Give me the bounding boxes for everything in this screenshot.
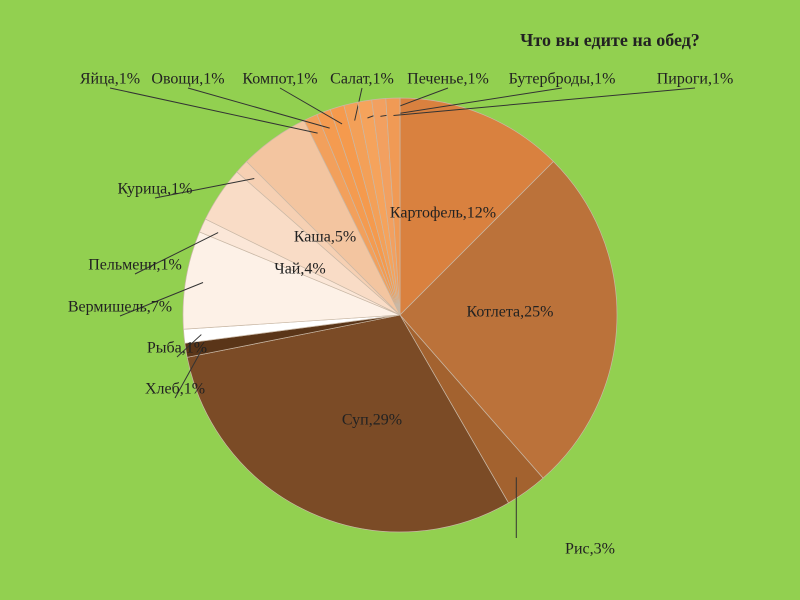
data-label: Вермишель,7%	[68, 299, 172, 316]
data-label: Салат,1%	[330, 71, 394, 88]
leader-line	[187, 87, 330, 129]
data-label: Пельмени,1%	[88, 257, 182, 274]
pie-slice	[399, 97, 554, 316]
chart-title: Что вы едите на обед?	[520, 30, 700, 50]
data-label: Пироги,1%	[657, 71, 734, 88]
pie-slice	[399, 161, 618, 479]
data-label: Курица,1%	[117, 181, 192, 198]
leader-line	[380, 87, 563, 117]
data-label: Чай,4%	[274, 261, 325, 278]
data-label: Яйца,1%	[80, 71, 140, 88]
leader-line	[109, 87, 318, 134]
leader-line	[119, 282, 204, 317]
data-label: Суп,29%	[342, 412, 402, 429]
data-label: Картофель,12%	[390, 205, 496, 222]
data-label: Бутерброды,1%	[509, 71, 616, 88]
data-label: Печенье,1%	[407, 71, 489, 88]
pie-slice	[186, 314, 509, 533]
leader-line	[393, 87, 696, 116]
leader-line	[174, 347, 204, 399]
data-label: Каша,5%	[294, 229, 356, 246]
data-label: Овощи,1%	[151, 71, 224, 88]
pie-slice	[385, 97, 401, 316]
data-label: Компот,1%	[242, 71, 317, 88]
leader-line	[134, 232, 219, 275]
data-label: Рыба,1%	[147, 340, 207, 357]
leader-line	[279, 87, 343, 125]
data-label: Рис,3%	[565, 541, 615, 558]
leader-line	[176, 334, 202, 358]
leader-line	[154, 178, 255, 199]
data-label: Котлета,25%	[467, 304, 554, 321]
data-label: Хлеб,1%	[145, 381, 205, 398]
pie-slice	[182, 231, 401, 330]
